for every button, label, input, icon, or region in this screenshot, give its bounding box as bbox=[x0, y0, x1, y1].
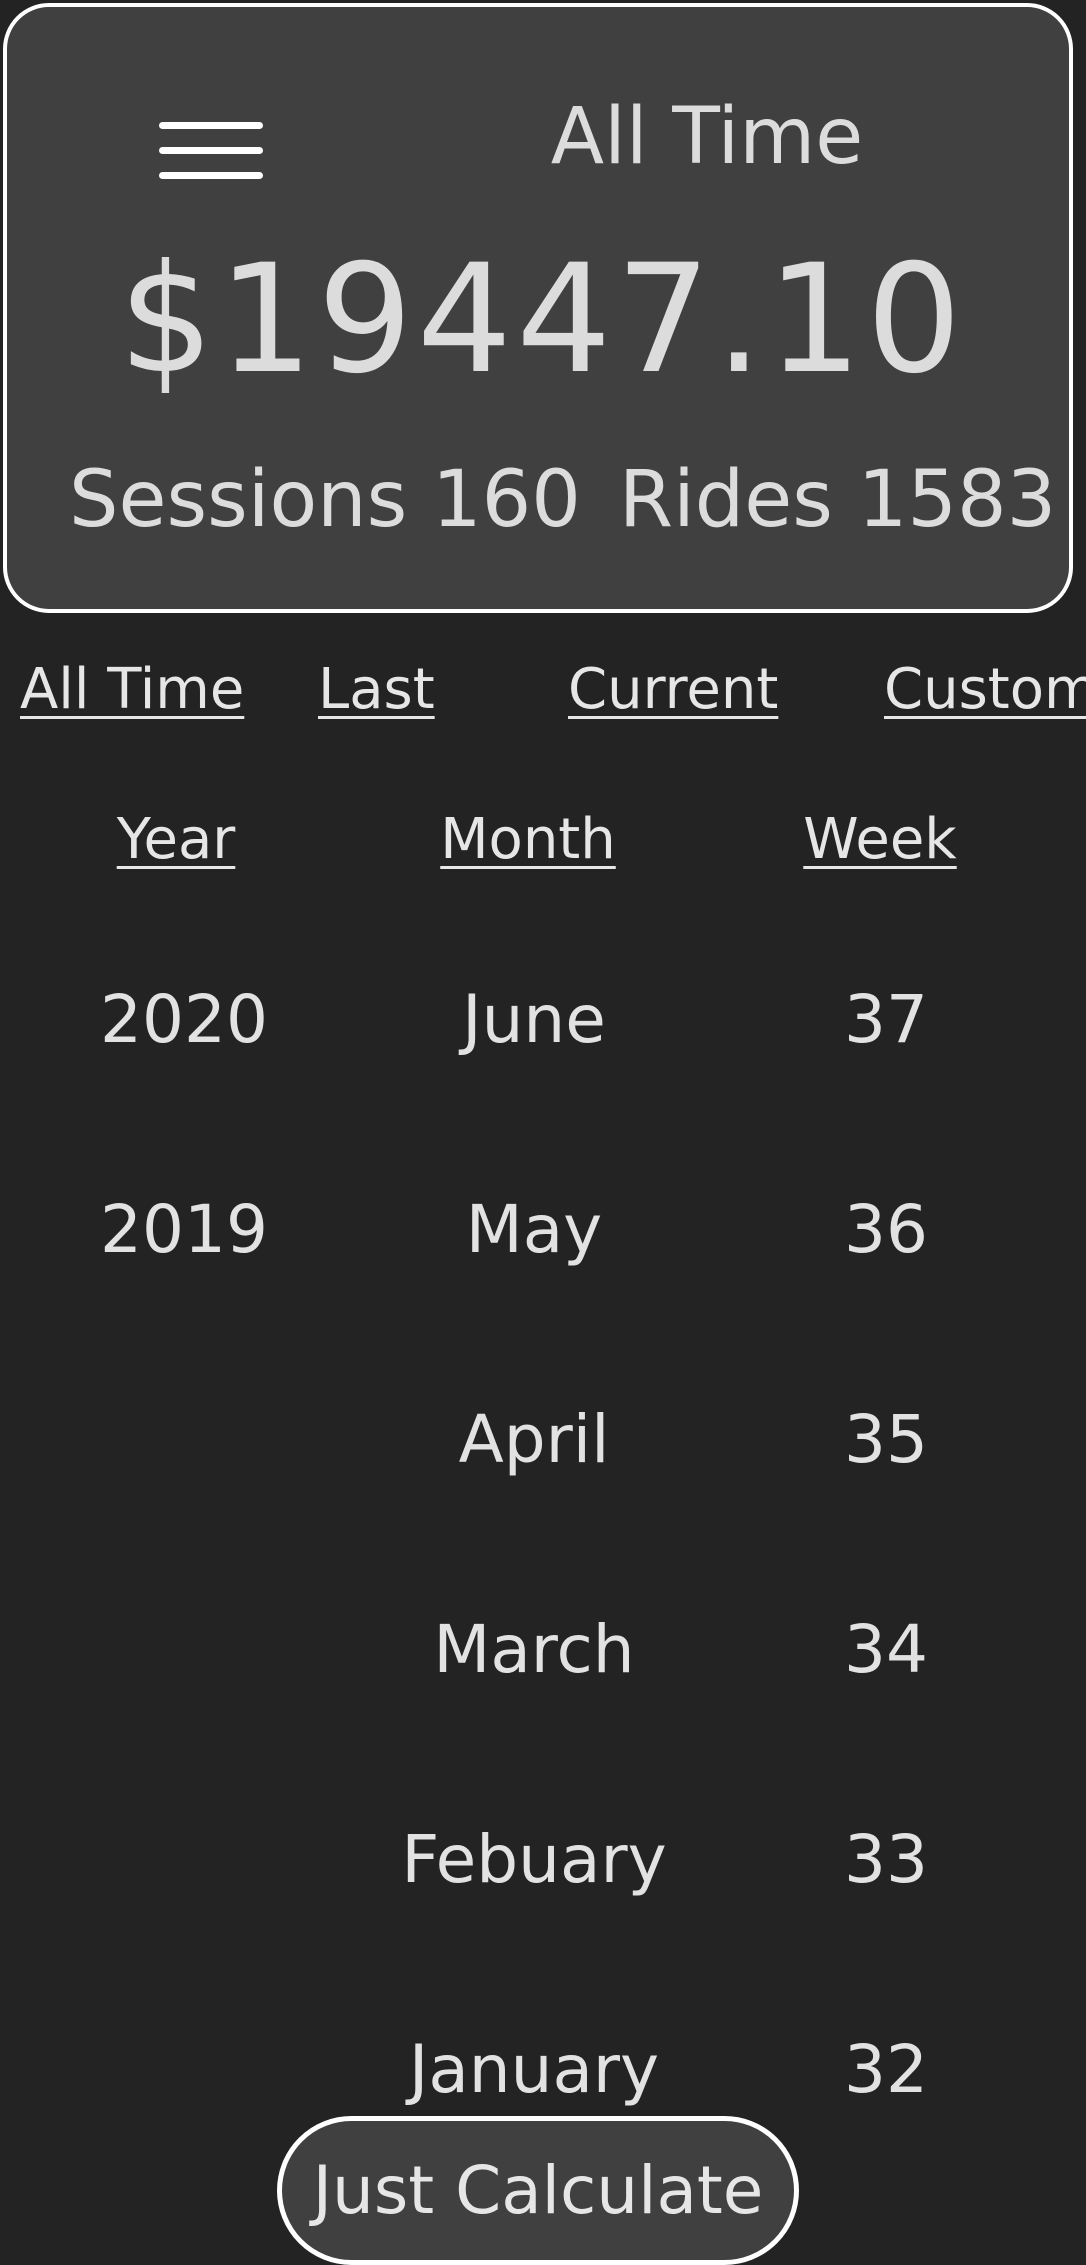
week-option[interactable]: 35 bbox=[844, 1401, 928, 1478]
period-tabs: All Time Last Current Custom bbox=[0, 655, 1086, 725]
just-calculate-button[interactable]: Just Calculate bbox=[277, 2116, 799, 2265]
period-title: All Time bbox=[550, 92, 864, 182]
rides-count: Rides 1583 bbox=[618, 455, 1057, 545]
month-option[interactable]: June bbox=[462, 981, 606, 1058]
year-option[interactable]: 2019 bbox=[100, 1191, 268, 1268]
week-option[interactable]: 33 bbox=[844, 1821, 928, 1898]
tab-custom[interactable]: Custom bbox=[884, 657, 1086, 722]
tab-last[interactable]: Last bbox=[318, 657, 435, 722]
week-option[interactable]: 37 bbox=[844, 981, 928, 1058]
tab-current[interactable]: Current bbox=[568, 657, 779, 722]
week-option[interactable]: 32 bbox=[844, 2031, 928, 2108]
total-earnings: $19447.10 bbox=[118, 233, 966, 407]
week-option[interactable]: 34 bbox=[844, 1611, 928, 1688]
month-option[interactable]: April bbox=[458, 1401, 610, 1478]
month-picker: June May April March Febuary January bbox=[374, 960, 694, 2220]
year-column-header[interactable]: Year bbox=[116, 807, 236, 872]
hamburger-menu-icon[interactable] bbox=[159, 122, 267, 182]
tab-all-time[interactable]: All Time bbox=[20, 657, 245, 722]
menu-bar-bottom bbox=[159, 172, 263, 179]
week-picker: 37 36 35 34 33 32 bbox=[726, 960, 1046, 2220]
month-option[interactable]: January bbox=[408, 2031, 660, 2108]
year-option[interactable]: 2020 bbox=[100, 981, 268, 1058]
sessions-count: Sessions 160 bbox=[69, 455, 581, 545]
menu-bar-top bbox=[159, 122, 263, 129]
month-column-header[interactable]: Month bbox=[440, 807, 616, 872]
week-option[interactable]: 36 bbox=[844, 1191, 928, 1268]
month-option[interactable]: March bbox=[433, 1611, 635, 1688]
menu-bar-middle bbox=[159, 147, 263, 154]
stats-row: Sessions 160 Rides 1583 bbox=[69, 455, 1069, 545]
month-option[interactable]: Febuary bbox=[401, 1821, 667, 1898]
week-column-header[interactable]: Week bbox=[803, 807, 957, 872]
summary-card: All Time $19447.10 Sessions 160 Rides 158… bbox=[3, 3, 1073, 613]
month-option[interactable]: May bbox=[465, 1191, 603, 1268]
year-picker: 2020 2019 bbox=[24, 960, 344, 1380]
